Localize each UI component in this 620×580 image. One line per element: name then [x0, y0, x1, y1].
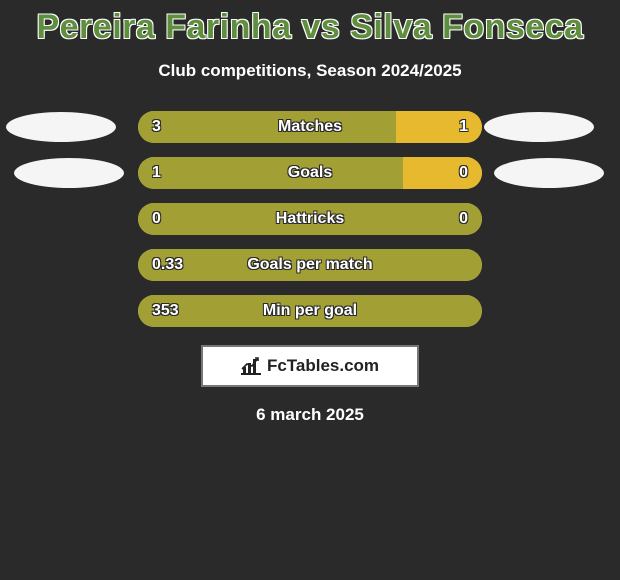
stat-bar: 0.33 Goals per match	[138, 249, 482, 281]
comparison-card: Pereira Farinha vs Silva Fonseca Club co…	[0, 0, 620, 425]
stat-label: Goals	[288, 164, 332, 182]
player-photo-placeholder-left	[6, 112, 116, 142]
stat-bar-right	[403, 157, 482, 189]
stat-label: Goals per match	[247, 256, 372, 274]
stat-row: 0 0 Hattricks	[0, 203, 620, 235]
subtitle: Club competitions, Season 2024/2025	[0, 61, 620, 81]
page-title: Pereira Farinha vs Silva Fonseca	[0, 8, 620, 47]
stat-bar-left	[138, 157, 403, 189]
date-label: 6 march 2025	[0, 405, 620, 425]
stat-row: 353 Min per goal	[0, 295, 620, 327]
player-photo-placeholder-right	[484, 112, 594, 142]
stat-value-left: 3	[152, 118, 161, 136]
stat-row: 1 0 Goals	[0, 157, 620, 189]
stat-row: 3 1 Matches	[0, 111, 620, 143]
stat-bar: 3 1 Matches	[138, 111, 482, 143]
source-badge: FcTables.com	[201, 345, 419, 387]
stat-value-left: 1	[152, 164, 161, 182]
stat-row: 0.33 Goals per match	[0, 249, 620, 281]
stat-value-right: 1	[459, 118, 468, 136]
stat-value-left: 0.33	[152, 256, 183, 274]
stat-bar: 1 0 Goals	[138, 157, 482, 189]
stat-value-right: 0	[459, 164, 468, 182]
stat-label: Min per goal	[263, 302, 357, 320]
chart-icon	[241, 357, 261, 375]
stat-value-left: 353	[152, 302, 179, 320]
stat-bar: 353 Min per goal	[138, 295, 482, 327]
player-photo-placeholder-left	[14, 158, 124, 188]
player-photo-placeholder-right	[494, 158, 604, 188]
stat-value-left: 0	[152, 210, 161, 228]
stat-bar-right	[396, 111, 482, 143]
stat-label: Matches	[278, 118, 342, 136]
stats-rows: 3 1 Matches 1 0 Goals 0 0 Hattricks 0.33 Goals per…	[0, 111, 620, 327]
stat-bar: 0 0 Hattricks	[138, 203, 482, 235]
stat-value-right: 0	[459, 210, 468, 228]
source-badge-text: FcTables.com	[267, 356, 379, 376]
stat-label: Hattricks	[276, 210, 344, 228]
stat-bar-left	[138, 111, 396, 143]
